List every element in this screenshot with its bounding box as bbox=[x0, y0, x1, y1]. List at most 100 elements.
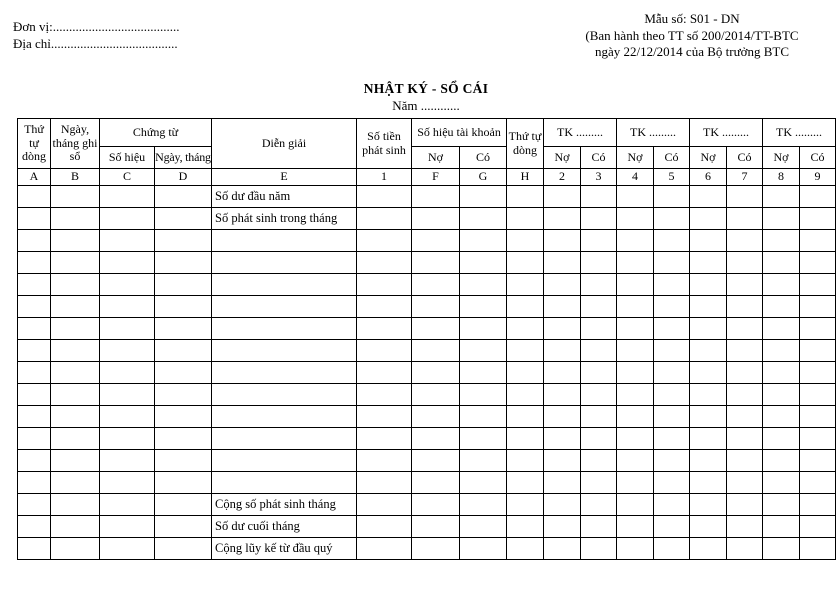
empty-cell bbox=[459, 273, 508, 296]
empty-cell bbox=[799, 207, 837, 230]
empty-cell bbox=[762, 537, 801, 560]
empty-cell bbox=[411, 185, 461, 208]
header-row-2: Số hiệu Ngày, tháng Nợ Có Nợ Có Nợ Có Nợ… bbox=[18, 146, 837, 169]
empty-cell bbox=[762, 361, 801, 384]
empty-cell bbox=[616, 229, 655, 252]
empty-cell bbox=[356, 251, 413, 274]
empty-cell bbox=[580, 471, 618, 494]
empty-cell bbox=[653, 405, 691, 428]
table-row bbox=[17, 295, 837, 318]
col-header-credit-account: Có bbox=[459, 146, 508, 169]
empty-cell bbox=[506, 471, 545, 494]
empty-cell bbox=[459, 207, 508, 230]
empty-cell bbox=[411, 427, 461, 450]
empty-cell bbox=[580, 251, 618, 274]
empty-cell bbox=[580, 295, 618, 318]
empty-cell bbox=[762, 493, 801, 516]
empty-cell bbox=[50, 207, 100, 230]
empty-cell bbox=[580, 537, 618, 560]
empty-cell bbox=[616, 251, 655, 274]
column-code: D bbox=[153, 168, 213, 186]
column-code: 4 bbox=[616, 168, 655, 186]
empty-cell bbox=[580, 493, 618, 516]
empty-cell bbox=[50, 449, 100, 472]
empty-cell bbox=[580, 207, 618, 230]
empty-cell bbox=[726, 427, 764, 450]
empty-cell bbox=[616, 185, 655, 208]
empty-cell bbox=[689, 251, 728, 274]
empty-cell bbox=[543, 471, 582, 494]
empty-cell bbox=[799, 405, 837, 428]
empty-cell bbox=[356, 427, 413, 450]
empty-cell bbox=[616, 339, 655, 362]
empty-cell bbox=[411, 493, 461, 516]
empty-cell bbox=[153, 537, 213, 560]
empty-cell bbox=[153, 317, 213, 340]
empty-cell bbox=[17, 361, 51, 384]
empty-cell bbox=[653, 449, 691, 472]
empty-cell bbox=[17, 383, 51, 406]
empty-cell bbox=[411, 251, 461, 274]
empty-cell bbox=[356, 449, 413, 472]
description-cell bbox=[211, 405, 358, 428]
col-header-tk-1: TK ......... bbox=[543, 118, 618, 147]
empty-cell bbox=[580, 229, 618, 252]
empty-cell bbox=[356, 295, 413, 318]
empty-cell bbox=[99, 185, 155, 208]
empty-cell bbox=[17, 449, 51, 472]
empty-cell bbox=[580, 383, 618, 406]
empty-cell bbox=[799, 295, 837, 318]
form-issued-line: (Ban hành theo TT số 200/2014/TT-BTC bbox=[585, 27, 799, 43]
empty-cell bbox=[356, 405, 413, 428]
empty-cell bbox=[50, 493, 100, 516]
empty-cell bbox=[799, 339, 837, 362]
empty-cell bbox=[153, 207, 213, 230]
description-cell bbox=[211, 295, 358, 318]
empty-cell bbox=[799, 515, 837, 538]
empty-cell bbox=[99, 251, 155, 274]
empty-cell bbox=[356, 185, 413, 208]
column-code-row: A B C D E 1 F G H 2 3 4 5 6 7 8 9 bbox=[17, 168, 837, 186]
year-line: Năm ............ bbox=[392, 98, 460, 113]
ledger-table-body: Số dư đầu năm Số phát sinh trong tháng Cộn… bbox=[17, 185, 837, 560]
col-header-tk2-credit: Có bbox=[653, 146, 691, 169]
empty-cell bbox=[653, 229, 691, 252]
empty-cell bbox=[762, 449, 801, 472]
empty-cell bbox=[726, 515, 764, 538]
empty-cell bbox=[356, 339, 413, 362]
empty-cell bbox=[153, 273, 213, 296]
column-code: H bbox=[506, 168, 545, 186]
empty-cell bbox=[689, 471, 728, 494]
description-cell: Số phát sinh trong tháng bbox=[211, 207, 358, 230]
col-header-tk1-credit: Có bbox=[580, 146, 618, 169]
empty-cell bbox=[799, 317, 837, 340]
empty-cell bbox=[653, 515, 691, 538]
empty-cell bbox=[506, 295, 545, 318]
col-header-tk-2: TK ......... bbox=[616, 118, 691, 147]
empty-cell bbox=[99, 383, 155, 406]
empty-cell bbox=[356, 317, 413, 340]
empty-cell bbox=[726, 317, 764, 340]
empty-cell bbox=[99, 449, 155, 472]
empty-cell bbox=[543, 229, 582, 252]
empty-cell bbox=[153, 449, 213, 472]
empty-cell bbox=[689, 493, 728, 516]
description-cell bbox=[211, 229, 358, 252]
empty-cell bbox=[616, 273, 655, 296]
empty-cell bbox=[17, 229, 51, 252]
empty-cell bbox=[356, 515, 413, 538]
description-cell bbox=[211, 449, 358, 472]
empty-cell bbox=[459, 361, 508, 384]
empty-cell bbox=[689, 185, 728, 208]
empty-cell bbox=[99, 207, 155, 230]
empty-cell bbox=[99, 317, 155, 340]
col-header-tk-3: TK ......... bbox=[689, 118, 764, 147]
empty-cell bbox=[543, 295, 582, 318]
empty-cell bbox=[689, 273, 728, 296]
empty-cell bbox=[689, 405, 728, 428]
empty-cell bbox=[459, 427, 508, 450]
empty-cell bbox=[506, 427, 545, 450]
empty-cell bbox=[726, 295, 764, 318]
empty-cell bbox=[726, 383, 764, 406]
empty-cell bbox=[17, 339, 51, 362]
